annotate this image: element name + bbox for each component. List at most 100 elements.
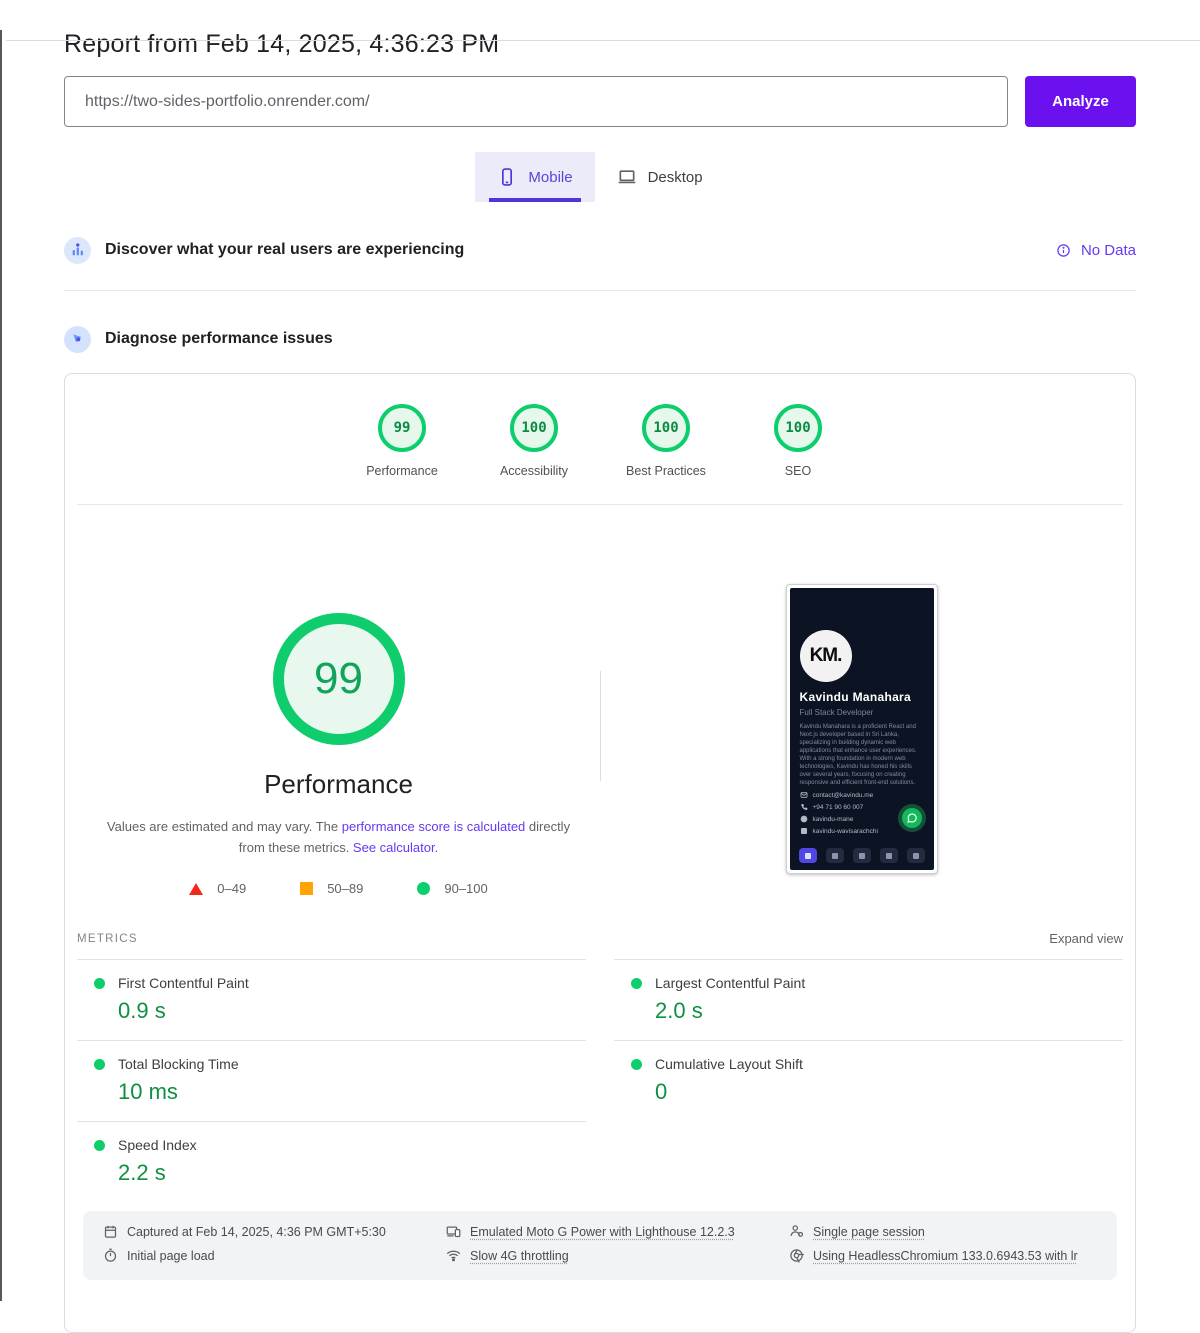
metric-first-contentful-paint: First Contentful Paint 0.9 s [77, 959, 586, 1040]
legend-orange-square-icon [300, 882, 314, 895]
contact-row: kavindu-mane [800, 815, 924, 823]
legend-red-triangle-icon [189, 882, 204, 895]
throttling-item[interactable]: Slow 4G throttling [446, 1248, 789, 1263]
single-session-icon [790, 1225, 804, 1237]
score-circle: 100 [642, 404, 690, 452]
legend-range: 90–100 [444, 881, 488, 896]
screenshot-bottom-nav [798, 848, 925, 863]
top-divider [6, 40, 1200, 41]
metric-value: 10 ms [118, 1079, 178, 1104]
real-users-icon [64, 236, 91, 264]
contact-email: contact@kavindu.me [812, 791, 874, 799]
phone-icon [800, 804, 807, 810]
device-tabs: Mobile Desktop [64, 152, 1136, 202]
performance-gauge: 99 [272, 613, 405, 745]
metric-green-dot-icon [94, 977, 105, 989]
browser-label[interactable]: Using HeadlessChromium 133.0.6943.53 wit… [813, 1248, 1078, 1263]
score-seo[interactable]: 100 SEO [756, 404, 840, 478]
score-label: Best Practices [626, 464, 706, 478]
session-item[interactable]: Single page session [789, 1224, 1078, 1239]
nav-item-icon [879, 848, 898, 863]
category-scores-row: 99 Performance 100 Accessibility 100 Bes… [77, 374, 1123, 478]
calendar-icon [104, 1225, 117, 1238]
expand-view-button[interactable]: Expand view [1049, 931, 1123, 946]
nav-item-icon [852, 848, 871, 863]
no-data-label: No Data [1080, 241, 1136, 259]
metric-total-blocking-time: Total Blocking Time 10 ms [77, 1040, 586, 1121]
page-screenshot-thumbnail[interactable]: KM. Kavindu Manahara Full Stack Develope… [785, 584, 938, 874]
session-label[interactable]: Single page session [813, 1224, 925, 1239]
screenshot-role: Full Stack Developer [799, 708, 874, 717]
section-divider [64, 290, 1136, 291]
metric-label: First Contentful Paint [118, 975, 249, 991]
metric-cumulative-layout-shift: Cumulative Layout Shift 0 [614, 1040, 1123, 1121]
score-label: Accessibility [499, 464, 569, 478]
gauge-note-text: Values are estimated and may vary. The [106, 819, 342, 834]
score-circle: 100 [510, 404, 558, 452]
tab-desktop-label: Desktop [647, 168, 703, 186]
browser-item[interactable]: Using HeadlessChromium 133.0.6943.53 wit… [789, 1248, 1078, 1263]
score-best-practices[interactable]: 100 Best Practices [624, 404, 708, 478]
contact-row: +94 71 90 60 007 [800, 803, 924, 811]
contact-linkedin: kavindu-wavisarachchi [812, 827, 878, 835]
lighthouse-report-card: 99 Performance 100 Accessibility 100 Bes… [64, 373, 1136, 1333]
no-data-link[interactable]: No Data [1056, 242, 1136, 259]
analyze-button[interactable]: Analyze [1025, 76, 1136, 127]
legend-green-circle-icon [417, 882, 431, 895]
scores-divider [77, 504, 1123, 505]
metric-label: Largest Contentful Paint [655, 975, 806, 991]
metric-value: 2.2 s [118, 1160, 166, 1185]
metric-green-dot-icon [94, 1139, 105, 1151]
score-performance[interactable]: 99 Performance [360, 404, 444, 478]
gauge-note: Values are estimated and may vary. The p… [99, 816, 579, 858]
url-input[interactable] [64, 76, 1008, 127]
emulated-device-item[interactable]: Emulated Moto G Power with Lighthouse 12… [446, 1224, 789, 1239]
lab-data-title: Diagnose performance issues [105, 330, 333, 347]
initial-page-load-label: Initial page load [127, 1248, 215, 1263]
legend-range: 50–89 [327, 881, 364, 896]
metric-green-dot-icon [631, 1058, 642, 1070]
linkedin-icon [800, 828, 807, 834]
field-data-section-header: Discover what your real users are experi… [64, 228, 1136, 272]
metrics-grid: First Contentful Paint 0.9 s Total Block… [77, 959, 1123, 1202]
tab-mobile[interactable]: Mobile [475, 152, 595, 202]
captured-at-label: Captured at Feb 14, 2025, 4:36 PM GMT+5:… [127, 1224, 386, 1239]
tab-desktop[interactable]: Desktop [595, 152, 725, 202]
metric-label: Total Blocking Time [118, 1056, 239, 1072]
throttling-label[interactable]: Slow 4G throttling [470, 1248, 569, 1263]
calc-link[interactable]: performance score is calculated [341, 819, 526, 834]
metric-value: 2.0 s [655, 998, 703, 1023]
performance-gauge-section: 99 Performance Values are estimated and … [77, 505, 1123, 923]
info-icon [1057, 243, 1070, 257]
devices-icon [446, 1226, 461, 1238]
metric-value: 0 [655, 1079, 668, 1104]
gauge-thumbnail-divider [600, 671, 601, 781]
tab-mobile-label: Mobile [528, 168, 573, 186]
whatsapp-icon [906, 813, 917, 823]
performance-gauge-label: Performance [264, 769, 413, 799]
screenshot-bio: Kavindu Manahara is a proficient React a… [799, 724, 917, 786]
mobile-phone-icon [502, 168, 513, 186]
nav-item-icon [906, 848, 925, 863]
chrome-icon [790, 1249, 804, 1263]
score-accessibility[interactable]: 100 Accessibility [492, 404, 576, 478]
see-calculator-link[interactable]: See calculator. [352, 840, 439, 855]
email-icon [800, 792, 807, 798]
contact-github: kavindu-mane [812, 815, 854, 823]
nav-item-icon [825, 848, 844, 863]
gauge-note-text: directly from these metrics. [238, 819, 571, 855]
metric-green-dot-icon [94, 1058, 105, 1070]
metric-label: Speed Index [118, 1137, 197, 1153]
nav-home-icon [798, 848, 817, 863]
window-left-edge [0, 30, 2, 1301]
score-label: SEO [784, 464, 812, 478]
captured-at-item: Captured at Feb 14, 2025, 4:36 PM GMT+5:… [103, 1224, 446, 1239]
screenshot-content: KM. Kavindu Manahara Full Stack Develope… [789, 588, 934, 870]
lab-data-section-header: Diagnose performance issues [64, 317, 1136, 361]
contact-row: contact@kavindu.me [800, 791, 924, 799]
metrics-heading: METRICS [77, 932, 138, 945]
legend-range: 0–49 [217, 881, 247, 896]
metric-label: Cumulative Layout Shift [655, 1056, 803, 1072]
emulated-device-label[interactable]: Emulated Moto G Power with Lighthouse 12… [470, 1224, 735, 1239]
metric-largest-contentful-paint: Largest Contentful Paint 2.0 s [614, 959, 1123, 1040]
